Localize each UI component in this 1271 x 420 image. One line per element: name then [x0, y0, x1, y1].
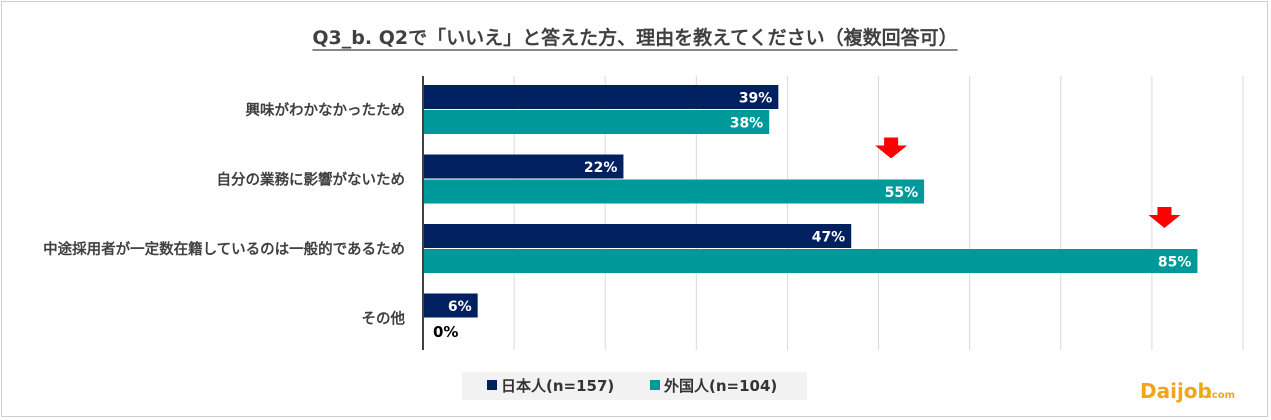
- category-label: 興味がわかなかったため: [246, 101, 406, 119]
- bar: [423, 154, 624, 179]
- data-label: 55%: [885, 185, 919, 201]
- legend-background: [462, 372, 807, 400]
- highlight-arrow-icon: [875, 137, 908, 159]
- category-label: その他: [362, 310, 406, 328]
- bar: [423, 179, 925, 204]
- category-label: 自分の業務に影響がないため: [217, 171, 406, 189]
- data-label: 6%: [448, 299, 472, 315]
- bar: [423, 249, 1198, 273]
- logo-text: Daijob: [1140, 379, 1212, 403]
- logo-suffix: .com: [1208, 390, 1235, 401]
- data-label: 22%: [584, 160, 618, 176]
- chart-title: Q3_b. Q2で「いいえ」と答えた方、理由を教えてください（複数回答可）: [312, 26, 957, 49]
- data-label: 85%: [1158, 255, 1192, 271]
- bar: [423, 85, 779, 109]
- data-label: 39%: [739, 91, 773, 107]
- legend-swatch: [650, 380, 660, 390]
- data-label: 0%: [433, 323, 458, 341]
- labels: 興味がわかなかったため 39% 38% 自分の業務に影響がないため 22% 55% 中途採用…: [43, 91, 1191, 342]
- bar: [423, 224, 852, 248]
- legend: 日本人(n=157) 外国人(n=104): [462, 372, 807, 400]
- bars: [423, 85, 1198, 318]
- daijob-logo: Daijob .com: [1140, 379, 1235, 403]
- legend-label: 外国人(n=104): [663, 377, 777, 395]
- highlight-arrow-icon: [1148, 207, 1181, 228]
- bar: [423, 110, 770, 134]
- category-label: 中途採用者が一定数在籍しているのは一般的であるため: [43, 240, 405, 258]
- data-label: 47%: [812, 230, 846, 246]
- data-label: 38%: [730, 116, 764, 132]
- legend-swatch: [487, 380, 497, 390]
- bar: [423, 293, 478, 318]
- legend-label: 日本人(n=157): [501, 377, 614, 395]
